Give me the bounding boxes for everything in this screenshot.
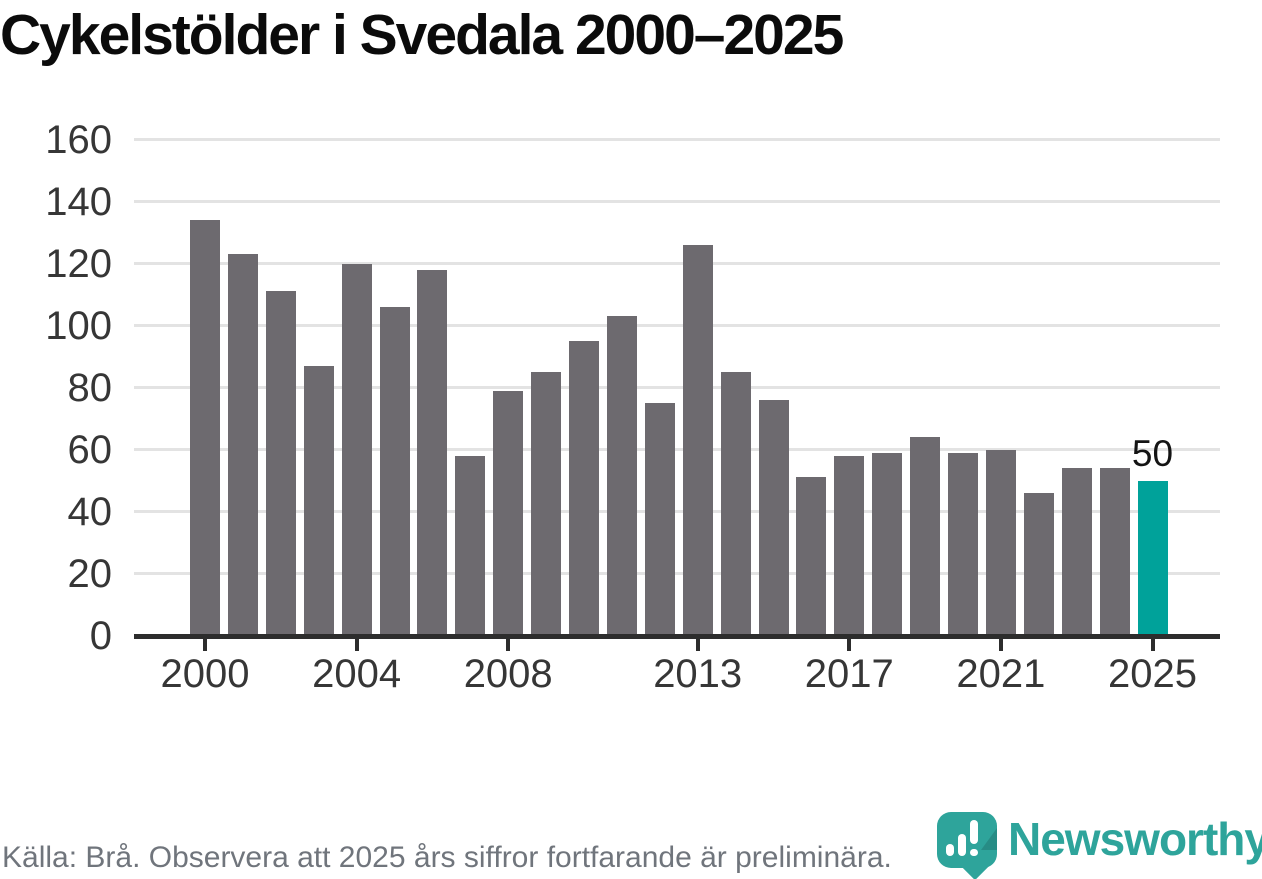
bar-2004 [341, 263, 372, 636]
gridline-y-20 [134, 572, 1220, 575]
x-axis-tick-2025 [1150, 638, 1155, 651]
source-note: Källa: Brå. Observera att 2025 års siffr… [2, 841, 892, 874]
x-axis-label-2017: 2017 [804, 652, 894, 696]
x-axis-tick-2000 [203, 638, 207, 651]
bar-2014 [720, 372, 751, 636]
gridline-y-80 [134, 386, 1220, 389]
x-axis-tick-2013 [695, 638, 700, 651]
bar-2003 [303, 365, 334, 636]
bar-2025 [1137, 480, 1168, 636]
x-axis-label-2000: 2000 [160, 652, 250, 696]
y-axis-label-20: 20 [67, 551, 113, 596]
y-axis-label-160: 160 [45, 117, 112, 162]
logo-exclamation-icon [970, 820, 978, 844]
gridline-y-60 [134, 448, 1220, 451]
x-axis-tick-2021 [998, 638, 1003, 651]
bar-2005 [379, 306, 410, 636]
bar-2020 [948, 452, 978, 636]
y-axis-label-100: 100 [45, 303, 112, 348]
bar-2018 [872, 452, 903, 636]
chart-title: Cykelstölder i Svedala 2000–2025 [0, 3, 844, 67]
bar-2023 [1061, 468, 1092, 636]
bar-2006 [417, 269, 448, 636]
bar-2002 [265, 291, 296, 636]
bar-2008 [493, 390, 524, 636]
x-axis-tick-2017 [847, 638, 852, 651]
logo-chart-bar-icon [946, 844, 954, 856]
bar-2007 [455, 455, 486, 636]
y-axis-label-40: 40 [67, 489, 113, 534]
bar-2021 [985, 449, 1016, 636]
newsworthy-logo[interactable]: Newsworthy [935, 810, 1262, 879]
bar-2024 [1099, 468, 1130, 636]
x-axis-label-2013: 2013 [653, 652, 743, 696]
bar-2012 [644, 403, 675, 636]
bar-2019 [910, 437, 941, 636]
gridline-y-100 [134, 324, 1220, 327]
bar-2013 [682, 244, 713, 636]
y-axis-label-140: 140 [45, 179, 112, 224]
newsworthy-pin-bar-chart-icon [937, 812, 997, 868]
bar-2011 [606, 316, 637, 636]
x-axis-label-2008: 2008 [463, 652, 553, 696]
y-axis-label-0: 0 [89, 613, 112, 658]
x-axis-tick-2004 [354, 638, 359, 651]
x-axis-label-2025: 2025 [1108, 652, 1197, 696]
bar-2016 [796, 477, 827, 636]
y-axis-label-80: 80 [67, 365, 113, 410]
gridline-y-140 [134, 200, 1220, 203]
bar-2022 [1023, 492, 1054, 636]
x-axis-line [134, 633, 1220, 639]
x-axis-tick-2008 [506, 638, 511, 651]
logo-exclamation-dot-icon [970, 849, 978, 856]
gridline-y-120 [134, 262, 1220, 265]
bar-2009 [531, 372, 562, 636]
y-axis-label-60: 60 [67, 427, 113, 472]
bar-value-label: 50 [1131, 432, 1174, 474]
gridline-y-40 [134, 510, 1220, 513]
newsworthy-wordmark: Newsworthy [1008, 813, 1262, 865]
logo-chart-bar-icon [958, 834, 966, 856]
gridline-y-160 [134, 138, 1220, 141]
bar-2015 [758, 399, 789, 636]
x-axis-label-2004: 2004 [312, 652, 402, 696]
bar-2001 [227, 254, 258, 636]
bar-2000 [190, 220, 220, 636]
bar-2010 [569, 341, 599, 636]
x-axis-label-2021: 2021 [956, 652, 1046, 696]
y-axis-label-120: 120 [45, 241, 112, 286]
bar-2017 [834, 455, 865, 636]
